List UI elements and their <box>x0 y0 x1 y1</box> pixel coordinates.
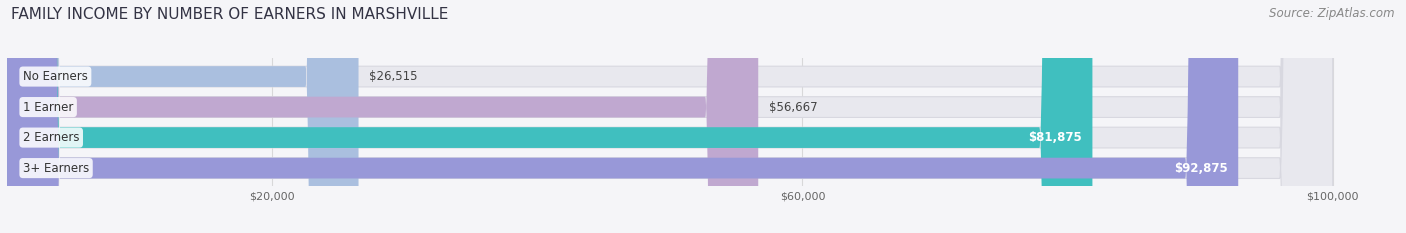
FancyBboxPatch shape <box>7 0 1333 233</box>
Text: $92,875: $92,875 <box>1174 162 1227 175</box>
FancyBboxPatch shape <box>7 0 1092 233</box>
FancyBboxPatch shape <box>7 0 1333 233</box>
FancyBboxPatch shape <box>7 0 1333 233</box>
Text: 1 Earner: 1 Earner <box>22 101 73 113</box>
FancyBboxPatch shape <box>7 0 359 233</box>
Text: FAMILY INCOME BY NUMBER OF EARNERS IN MARSHVILLE: FAMILY INCOME BY NUMBER OF EARNERS IN MA… <box>11 7 449 22</box>
Text: $56,667: $56,667 <box>769 101 817 113</box>
FancyBboxPatch shape <box>7 0 1239 233</box>
Text: 2 Earners: 2 Earners <box>22 131 79 144</box>
FancyBboxPatch shape <box>7 0 758 233</box>
Text: No Earners: No Earners <box>22 70 87 83</box>
Text: $26,515: $26,515 <box>370 70 418 83</box>
Text: $81,875: $81,875 <box>1028 131 1081 144</box>
Text: 3+ Earners: 3+ Earners <box>22 162 89 175</box>
Text: Source: ZipAtlas.com: Source: ZipAtlas.com <box>1270 7 1395 20</box>
FancyBboxPatch shape <box>7 0 1333 233</box>
